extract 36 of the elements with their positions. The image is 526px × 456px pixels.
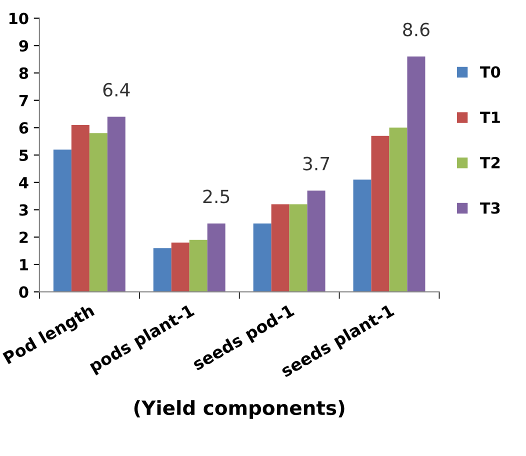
bar	[189, 240, 208, 292]
bar	[107, 116, 126, 292]
legend-label: T0	[480, 66, 500, 78]
y-tick-label: 5	[20, 150, 28, 162]
data-label: 2.5	[203, 190, 230, 204]
bar	[153, 248, 172, 292]
y-tick-label: 1	[20, 259, 28, 270]
bar	[71, 124, 90, 292]
bar	[89, 133, 108, 292]
y-tick-label: 7	[19, 94, 28, 106]
x-axis-title: (Yield components)	[134, 400, 344, 419]
data-label: 3.7	[303, 156, 330, 170]
y-tick-label: 0	[19, 286, 28, 298]
bar	[389, 128, 408, 292]
bar	[171, 242, 190, 292]
y-tick-label: 3	[19, 204, 28, 216]
bar	[253, 223, 272, 292]
data-label: 6.4	[103, 82, 130, 97]
bar	[53, 150, 72, 292]
y-tick-label: 2	[20, 232, 28, 243]
bar	[371, 136, 390, 292]
legend-label: T1	[480, 112, 500, 123]
y-tick-label: 9	[19, 40, 28, 52]
data-label: 8.6	[403, 22, 430, 36]
y-tick-label: 4	[19, 177, 28, 188]
y-tick-label: 10	[9, 12, 28, 24]
bar	[271, 204, 290, 292]
bar	[407, 56, 426, 292]
y-tick-label: 6	[19, 122, 28, 134]
legend-label: T2	[480, 156, 500, 168]
y-tick-label: 8	[19, 67, 28, 79]
bar	[307, 190, 326, 292]
bar	[207, 223, 226, 292]
legend-label: T3	[480, 202, 500, 214]
bar	[289, 204, 308, 292]
bar	[353, 180, 372, 292]
